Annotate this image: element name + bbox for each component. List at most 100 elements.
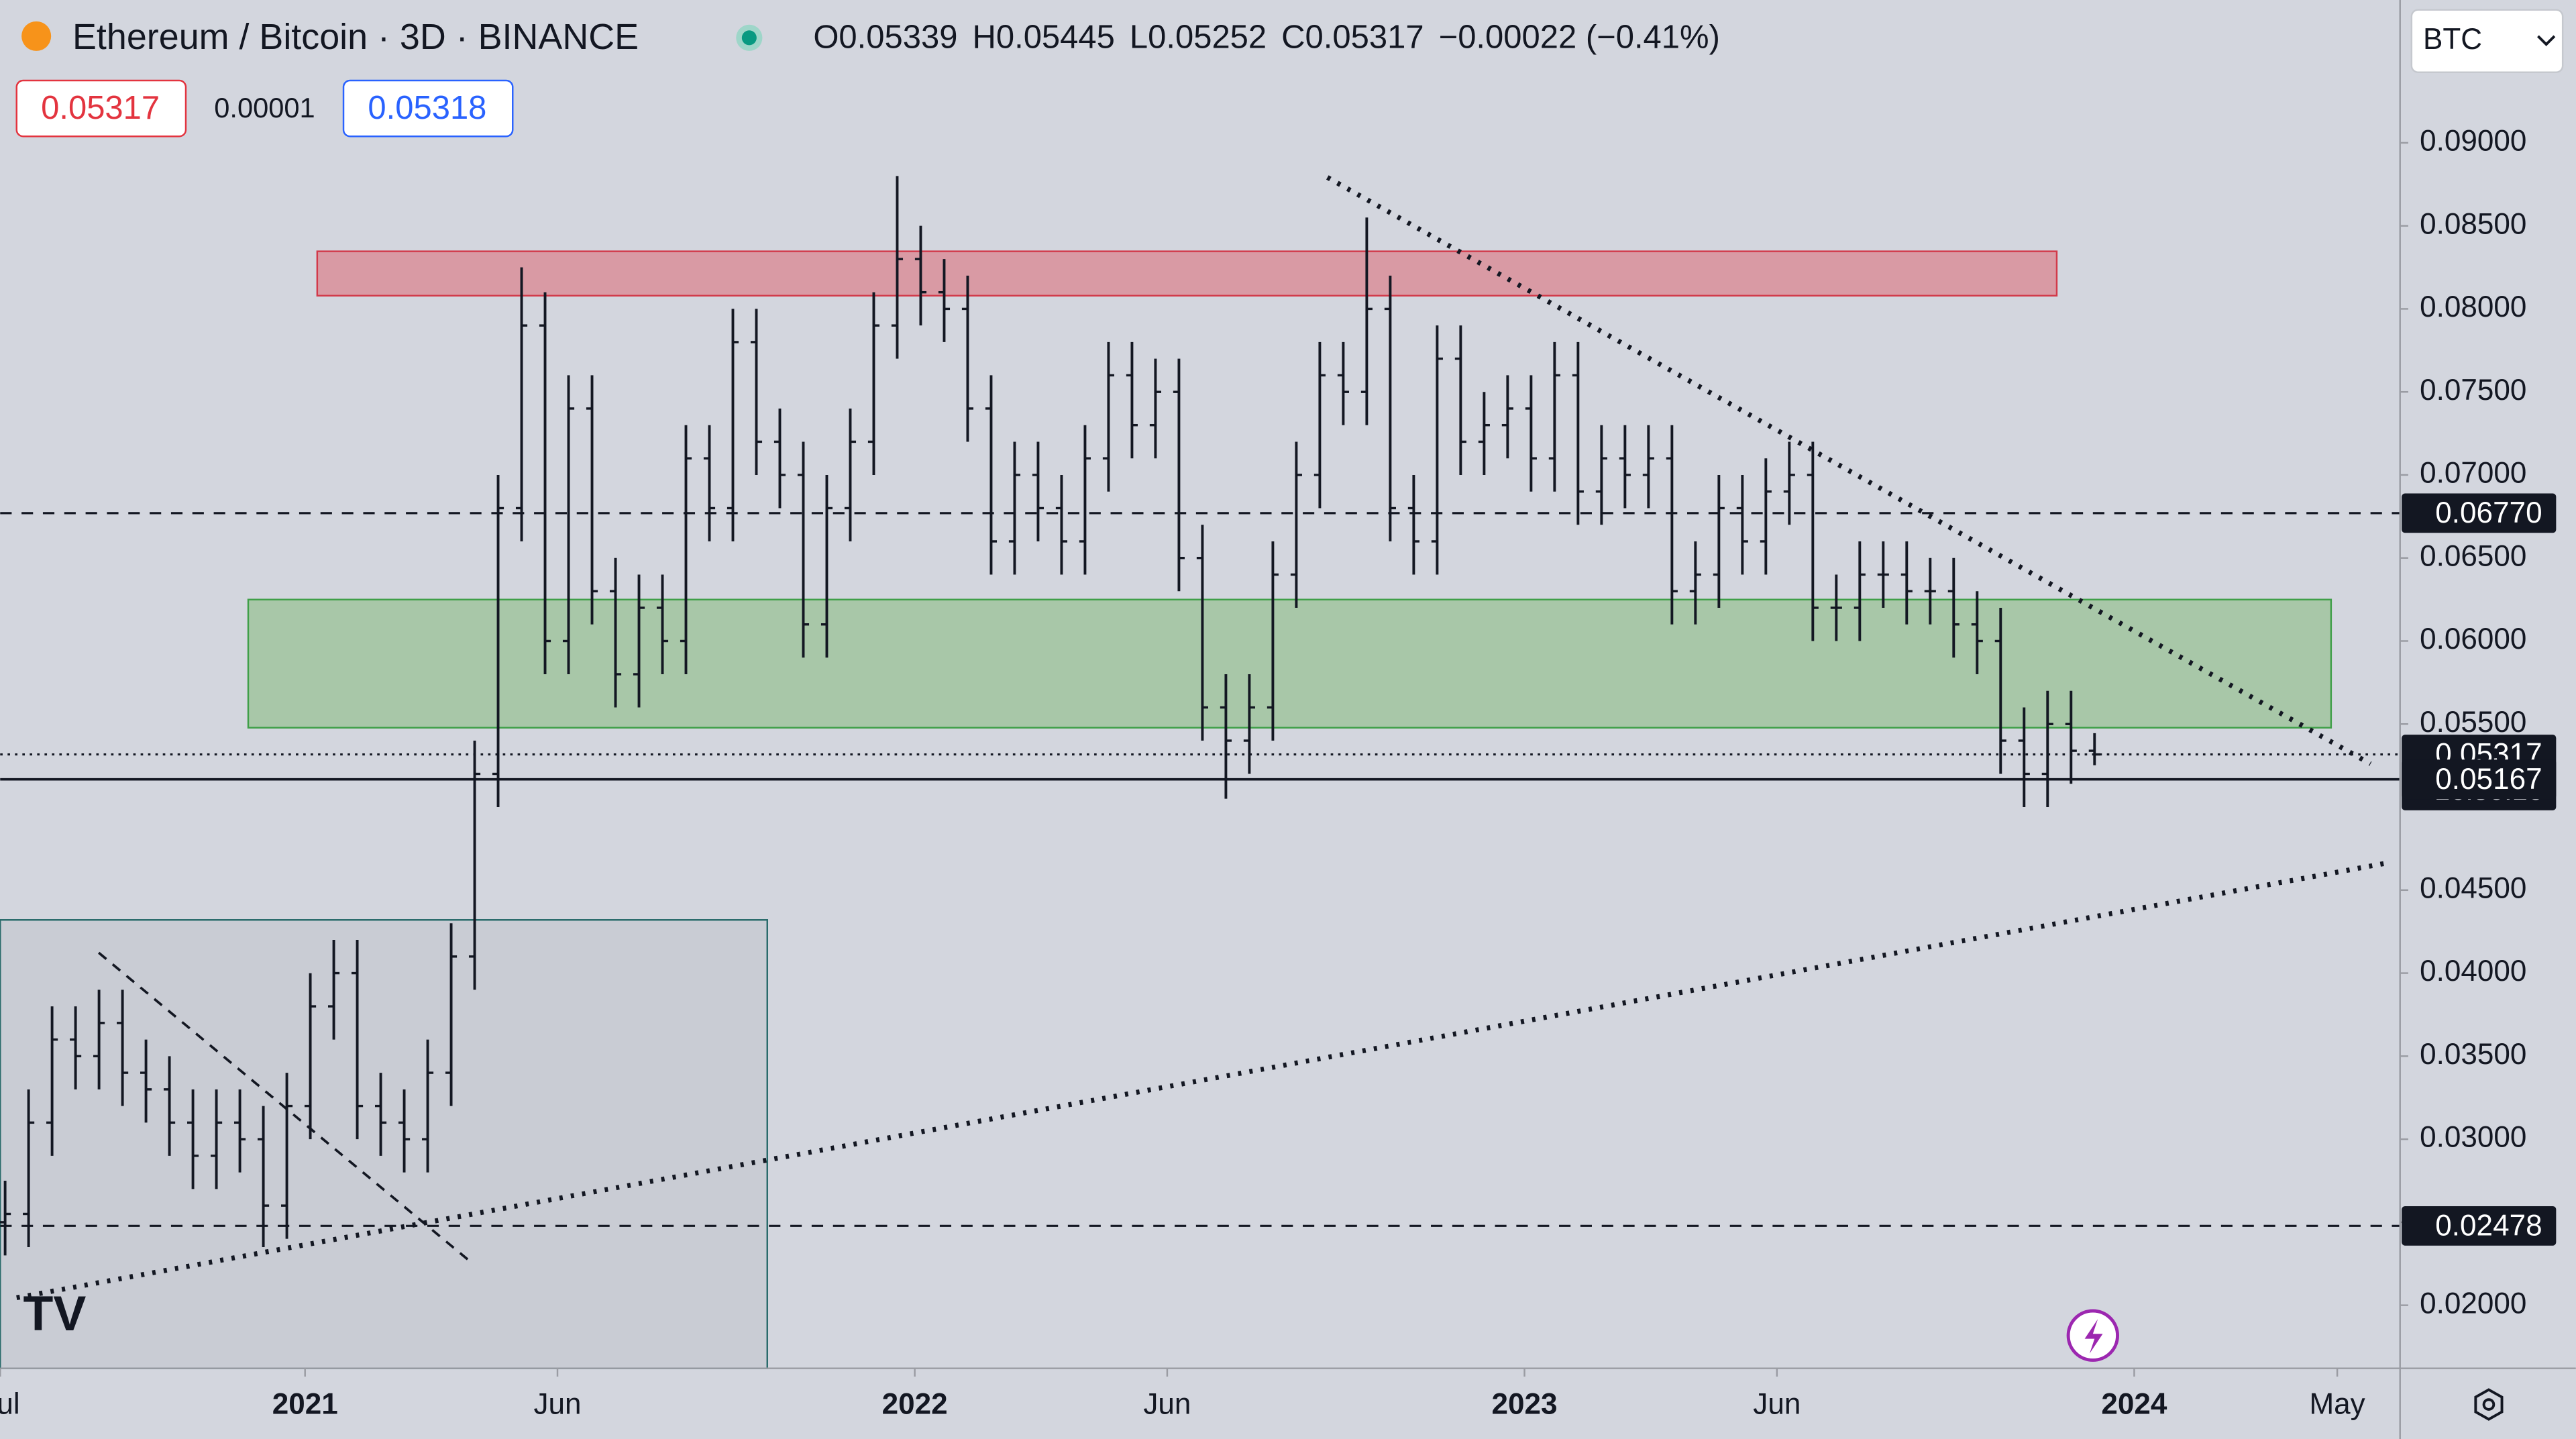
sell-price[interactable]: 0.05317 — [41, 90, 160, 126]
ohlc-bar — [1924, 557, 1936, 625]
y-tick-label: 0.04500 — [2420, 871, 2526, 904]
ohlc-bar — [797, 441, 810, 658]
ohlc-bar — [1126, 341, 1138, 459]
currency-select[interactable] — [2410, 9, 2564, 73]
y-tick-label: 0.08500 — [2420, 207, 2526, 240]
range-box — [0, 919, 769, 1369]
ohlc-value: C0.05317 — [1281, 19, 1424, 56]
ohlc-bar — [374, 1073, 387, 1156]
ohlc-bar — [351, 940, 364, 1140]
ohlc-bar — [281, 1073, 293, 1239]
x-tick-label: 2023 — [1492, 1388, 1558, 1421]
y-tick-label: 0.02000 — [2420, 1287, 2526, 1320]
currency[interactable]: BTC — [2423, 23, 2482, 56]
trend-line — [98, 951, 470, 1261]
ohlc-bar — [1783, 441, 1795, 525]
ohlc-bar — [2065, 690, 2077, 784]
ohlc-bar — [1619, 425, 1631, 509]
ohlc-bar — [609, 557, 622, 708]
resistance-zone — [316, 250, 2058, 297]
ohlc-bar — [234, 1089, 246, 1173]
symbol: Ethereum / Bitcoin · 3D · BINANCE — [72, 17, 639, 57]
x-tick-label: 2024 — [2101, 1388, 2167, 1421]
ohlc-bar — [1196, 525, 1208, 741]
ohlc-bar — [211, 1089, 223, 1189]
ohlc-bar — [1431, 325, 1443, 575]
ohlc-bar — [1220, 674, 1232, 799]
ohlc-bar — [398, 1089, 411, 1173]
dropdown-arrow — [2537, 35, 2556, 46]
ohlc-bar — [2041, 690, 2053, 808]
ohlc-bar — [1971, 591, 1983, 675]
x-tick-label: Jun — [1753, 1388, 1801, 1421]
ohlc-bar — [1454, 325, 1466, 475]
price-tag-label: 0.06770 — [2435, 496, 2542, 529]
ohlc-bar — [140, 1039, 152, 1123]
y-tick-label: 0.03000 — [2420, 1121, 2526, 1154]
ohlc-legend: O0.05339 H0.05445 L0.05252 C0.05317 −0.00022… — [813, 19, 1720, 56]
ohlc-bar — [1360, 217, 1373, 425]
x-tick-label: Jun — [533, 1388, 581, 1421]
ohlc-bar — [421, 1039, 434, 1173]
ohlc-bar — [1478, 392, 1490, 475]
price-tag — [2402, 1206, 2557, 1246]
x-tick-label: 2021 — [272, 1388, 338, 1421]
y-tick-label: 0.07000 — [2420, 457, 2526, 490]
ohlc-bar — [1548, 341, 1560, 492]
ohlc-bar — [327, 940, 340, 1040]
x-tick-label: 2022 — [882, 1388, 948, 1421]
ohlc-bar — [1267, 541, 1279, 741]
ohlc-bar — [1807, 441, 1819, 641]
ohlc-bar — [1900, 541, 1913, 625]
ohlc-bar — [891, 176, 904, 359]
ohlc-bar — [1102, 341, 1115, 492]
ohlc-bar — [1947, 557, 1960, 658]
sell-box[interactable] — [15, 79, 187, 138]
ohlc-bar — [1243, 674, 1255, 774]
ohlc-bar — [515, 267, 528, 541]
price-tag — [2402, 759, 2557, 800]
ohlc-bar — [2088, 733, 2100, 765]
ohlc-bar — [23, 1089, 35, 1248]
ohlc-bar — [867, 292, 880, 475]
ohlc-bar — [656, 574, 669, 675]
y-tick-label: 0.09000 — [2420, 125, 2526, 158]
y-tick-label: 0.03500 — [2420, 1038, 2526, 1071]
ohlc-bar — [1149, 358, 1162, 459]
ohlc-bar — [93, 990, 105, 1089]
ohlc-bar — [304, 973, 317, 1140]
buy-price[interactable]: 0.05318 — [368, 90, 486, 126]
ohlc-value: O0.05339 — [813, 19, 957, 56]
ohlc-bar — [1525, 375, 1537, 492]
ohlc-bar — [1760, 458, 1772, 575]
ohlc-bar — [1713, 474, 1725, 608]
ohlc-value: H0.05445 — [972, 19, 1114, 56]
y-tick-label: 0.04000 — [2420, 955, 2526, 988]
ohlc-bar — [1337, 341, 1349, 425]
ohlc-bar — [46, 1006, 58, 1156]
ohlc-bar — [586, 375, 598, 625]
ohlc-bar — [1830, 574, 1842, 641]
ohlc-bar — [633, 574, 645, 708]
ohlc-bar — [1407, 474, 1419, 575]
ohlc-bar — [1666, 425, 1678, 625]
ohlc-bar — [2018, 707, 2030, 808]
buy-box[interactable] — [342, 79, 514, 138]
plot-area — [0, 175, 2400, 1369]
settings-icon — [2482, 1398, 2496, 1411]
y-tick-label: 0.07500 — [2420, 374, 2526, 407]
price-tag — [2402, 493, 2557, 533]
ohlc-bar — [1290, 441, 1302, 608]
ohlc-value: L0.05252 — [1130, 19, 1267, 56]
ohlc-bar — [1642, 425, 1654, 509]
spread: 0.00001 — [214, 92, 315, 123]
ohlc-bar — [1008, 441, 1021, 575]
settings-icon[interactable] — [2474, 1388, 2504, 1421]
y-tick-label: 0.06000 — [2420, 623, 2526, 655]
ohlc-value: −0.00022 (−0.41%) — [1439, 19, 1720, 56]
ohlc-bar — [187, 1089, 199, 1189]
x-tick-label: Jun — [1143, 1388, 1191, 1421]
x-tick-label: May — [2309, 1388, 2365, 1421]
ohlc-bar — [1595, 425, 1607, 525]
